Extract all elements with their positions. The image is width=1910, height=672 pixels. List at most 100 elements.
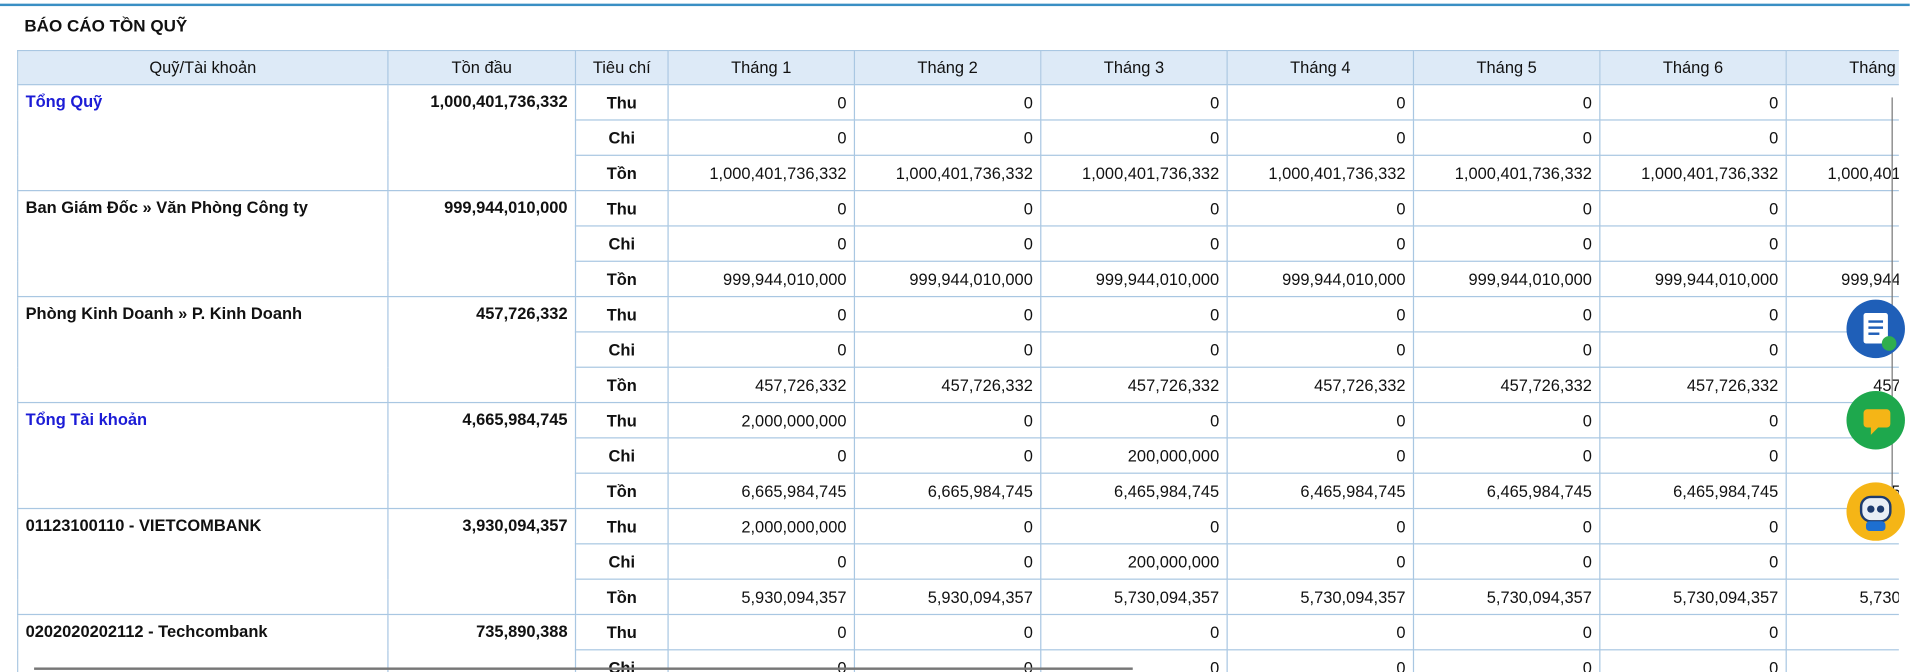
month-value: 0 bbox=[1412, 295, 1601, 333]
criterion: Chi bbox=[574, 543, 669, 580]
criterion: Tồn bbox=[574, 578, 669, 616]
criterion: Tồn bbox=[574, 154, 669, 192]
top-border bbox=[0, 3, 1910, 7]
table-row: Chi0000000 bbox=[18, 225, 1899, 262]
month-value: 0 bbox=[667, 295, 856, 333]
criterion: Thu bbox=[574, 295, 669, 333]
month-value: 0 bbox=[1785, 225, 1899, 262]
month-value: 0 bbox=[1226, 225, 1415, 262]
month-value: 0 bbox=[1599, 84, 1787, 121]
table-row: 0202020202112 - Techcombank 735,890,388 Th… bbox=[17, 613, 1899, 672]
month-value: 0 bbox=[1785, 613, 1899, 651]
month-value: 1,000,401,736,332 bbox=[1040, 154, 1228, 192]
month-value: 999,944,010,000 bbox=[1599, 260, 1787, 298]
month-value: 0 bbox=[1040, 331, 1228, 368]
column-header: Tháng 7 bbox=[1785, 49, 1899, 86]
opening-balance: 457,726,332 bbox=[387, 295, 577, 404]
column-header: Tháng 2 bbox=[853, 49, 1042, 86]
month-value: 0 bbox=[1226, 401, 1415, 439]
scrollbar-horizontal bbox=[34, 667, 1133, 670]
month-value: 0 bbox=[1226, 190, 1415, 227]
month-value: 0 bbox=[1040, 119, 1228, 156]
month-value: 0 bbox=[1785, 84, 1899, 121]
support-bot-button[interactable] bbox=[1846, 482, 1905, 541]
month-value: 0 bbox=[1040, 401, 1228, 439]
month-value: 0 bbox=[1226, 295, 1415, 333]
month-value: 0 bbox=[1599, 507, 1787, 545]
criterion: Thu bbox=[574, 84, 669, 121]
month-value: 457,726,332 bbox=[1226, 366, 1415, 404]
month-value: 0 bbox=[667, 613, 856, 651]
month-value: 0 bbox=[1040, 190, 1228, 227]
icon bbox=[1859, 495, 1892, 532]
month-value: 1,000,401,736,332 bbox=[1785, 154, 1899, 192]
month-value: 5,730,094,357 bbox=[1040, 578, 1228, 616]
month-value: 0 bbox=[667, 190, 856, 227]
column-header: Quỹ/Tài khoản bbox=[17, 49, 389, 86]
month-value: 6,465,984,745 bbox=[1226, 472, 1415, 510]
criterion: Chi bbox=[574, 437, 669, 474]
month-value: 0 bbox=[853, 331, 1042, 368]
add-note-button[interactable] bbox=[1846, 299, 1905, 359]
month-value: 0 bbox=[853, 225, 1042, 262]
chat-button[interactable] bbox=[1846, 390, 1905, 450]
column-header: Tồn đầu bbox=[387, 49, 577, 86]
month-value: 6,465,984,745 bbox=[1599, 472, 1787, 510]
month-value: 0 bbox=[1785, 543, 1899, 580]
month-value: 0 bbox=[667, 649, 856, 672]
table-row: Phòng Kinh Doanh » P. Kinh Doanh 457,726,… bbox=[17, 295, 1899, 404]
month-value: 457,726,332 bbox=[1412, 366, 1601, 404]
month-value: 0 bbox=[1599, 613, 1787, 651]
month-value: 200,000,000 bbox=[1040, 543, 1228, 580]
criterion: Tồn bbox=[574, 366, 669, 404]
month-value: 999,944,010,000 bbox=[667, 260, 856, 298]
table-row: Tổng Tài khoản 4,665,984,745 Thu 2,000,000,… bbox=[17, 401, 1899, 510]
account-name: 0202020202112 - Techcombank bbox=[17, 613, 389, 672]
column-header: Tháng 6 bbox=[1599, 49, 1787, 86]
month-value: 0 bbox=[853, 507, 1042, 545]
account-name: 01123100110 - VIETCOMBANK bbox=[17, 507, 389, 616]
column-header: Tháng 1 bbox=[667, 49, 856, 86]
month-value: 0 bbox=[1599, 295, 1787, 333]
table-row: Tồn 457,726,332 457,726,332 457,726,332 457,… bbox=[18, 366, 1899, 404]
month-value: 0 bbox=[1599, 331, 1787, 368]
month-value: 457,726,332 bbox=[667, 366, 856, 404]
month-value: 200,000,000 bbox=[1040, 437, 1228, 474]
month-value: 0 bbox=[1040, 295, 1228, 333]
month-value: 6,465,984,745 bbox=[1412, 472, 1601, 510]
opening-balance: 3,930,094,357 bbox=[387, 507, 577, 616]
month-value: 0 bbox=[1226, 331, 1415, 368]
criterion: Chi bbox=[574, 225, 669, 262]
criterion: Tồn bbox=[574, 260, 669, 298]
month-value: 5,730,094,357 bbox=[1785, 578, 1899, 616]
month-value: 6,665,984,745 bbox=[853, 472, 1042, 510]
month-value: 0 bbox=[1040, 225, 1228, 262]
month-value: 1,000,401,736,332 bbox=[667, 154, 856, 192]
criterion: Thu bbox=[574, 401, 669, 439]
month-value: 0 bbox=[1226, 649, 1415, 672]
month-value: 0 bbox=[853, 119, 1042, 156]
month-value: 0 bbox=[667, 331, 856, 368]
criterion: Thu bbox=[574, 613, 669, 651]
month-value: 999,944,010,000 bbox=[1226, 260, 1415, 298]
column-header: Tháng 3 bbox=[1040, 49, 1228, 86]
month-value: 0 bbox=[1599, 437, 1787, 474]
month-value: 0 bbox=[853, 190, 1042, 227]
month-value: 0 bbox=[853, 401, 1042, 439]
account-name: Ban Giám Đốc » Văn Phòng Công ty bbox=[17, 190, 389, 298]
criterion: Thu bbox=[574, 507, 669, 545]
column-header: Tháng 5 bbox=[1412, 49, 1601, 86]
month-value: 0 bbox=[667, 119, 856, 156]
month-value: 0 bbox=[1040, 84, 1228, 121]
month-value: 0 bbox=[667, 225, 856, 262]
month-value: 0 bbox=[1599, 119, 1787, 156]
month-value: 457,726,332 bbox=[853, 366, 1042, 404]
table-row: Ban Giám Đốc » Văn Phòng Công ty 999,944,… bbox=[17, 190, 1899, 298]
month-value: 0 bbox=[853, 295, 1042, 333]
month-value: 0 bbox=[1412, 190, 1601, 227]
month-value: 0 bbox=[1226, 507, 1415, 545]
month-value: 6,665,984,745 bbox=[667, 472, 856, 510]
opening-balance: 1,000,401,736,332 bbox=[387, 84, 577, 192]
